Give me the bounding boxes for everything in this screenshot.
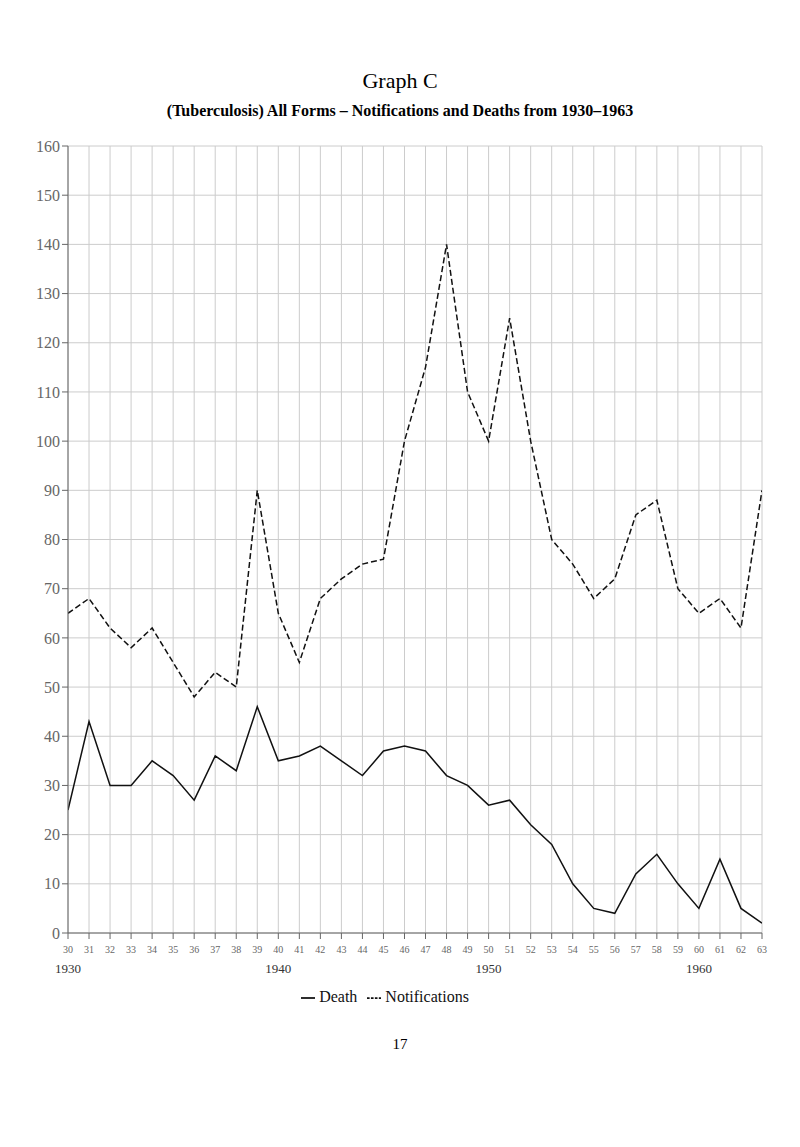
- svg-text:48: 48: [442, 944, 452, 955]
- svg-text:34: 34: [147, 944, 157, 955]
- svg-text:52: 52: [526, 944, 536, 955]
- svg-text:56: 56: [610, 944, 620, 955]
- html-text:(Tuberculosis) All Forms – Not: (Tuberculosis) All Forms – Notifications…: [166, 102, 634, 119]
- svg-text:10: 10: [44, 875, 60, 892]
- svg-text:39: 39: [252, 944, 262, 955]
- svg-text:50: 50: [484, 944, 494, 955]
- svg-text:33: 33: [126, 944, 136, 955]
- svg-text:36: 36: [189, 944, 199, 955]
- svg-text:49: 49: [463, 944, 473, 955]
- svg-text:53: 53: [547, 944, 557, 955]
- svg-text:150: 150: [36, 187, 60, 204]
- svg-text:20: 20: [44, 826, 60, 843]
- svg-text:70: 70: [44, 580, 60, 597]
- html-text:17: 17: [392, 1036, 408, 1052]
- svg-text:50: 50: [44, 679, 60, 696]
- svg-text:40: 40: [44, 728, 60, 745]
- svg-text:57: 57: [631, 944, 641, 955]
- svg-text:90: 90: [44, 482, 60, 499]
- svg-text:32: 32: [105, 944, 115, 955]
- svg-text:45: 45: [378, 944, 388, 955]
- svg-text:63: 63: [757, 944, 767, 955]
- svg-text:58: 58: [652, 944, 662, 955]
- svg-text:54: 54: [568, 944, 578, 955]
- svg-text:140: 140: [36, 236, 60, 253]
- svg-text:42: 42: [315, 944, 325, 955]
- svg-text:62: 62: [736, 944, 746, 955]
- svg-text:120: 120: [36, 334, 60, 351]
- svg-text:100: 100: [36, 433, 60, 450]
- svg-text:1950: 1950: [476, 961, 502, 976]
- svg-text:110: 110: [37, 384, 60, 401]
- svg-text:1960: 1960: [686, 961, 712, 976]
- svg-text:35: 35: [168, 944, 178, 955]
- svg-text:43: 43: [336, 944, 346, 955]
- svg-text:37: 37: [210, 944, 220, 955]
- svg-text:30: 30: [44, 777, 60, 794]
- svg-text:31: 31: [84, 944, 94, 955]
- svg-text:60: 60: [44, 630, 60, 647]
- svg-text:80: 80: [44, 531, 60, 548]
- svg-text:160: 160: [36, 138, 60, 155]
- svg-text:47: 47: [421, 944, 431, 955]
- svg-text:130: 130: [36, 285, 60, 302]
- html-text:Graph C: Graph C: [362, 68, 438, 93]
- svg-text:61: 61: [715, 944, 725, 955]
- svg-text:0: 0: [52, 925, 60, 942]
- svg-text:44: 44: [357, 944, 367, 955]
- svg-text:40: 40: [273, 944, 283, 955]
- html-text:Death: Death: [319, 988, 358, 1005]
- svg-text:1940: 1940: [265, 961, 291, 976]
- svg-text:59: 59: [673, 944, 683, 955]
- html-text:Notifications: Notifications: [385, 988, 469, 1005]
- svg-text:46: 46: [399, 944, 409, 955]
- svg-text:1930: 1930: [55, 961, 81, 976]
- svg-text:30: 30: [63, 944, 73, 955]
- svg-text:55: 55: [589, 944, 599, 955]
- svg-text:51: 51: [505, 944, 515, 955]
- svg-text:41: 41: [294, 944, 304, 955]
- svg-text:60: 60: [694, 944, 704, 955]
- svg-text:38: 38: [231, 944, 241, 955]
